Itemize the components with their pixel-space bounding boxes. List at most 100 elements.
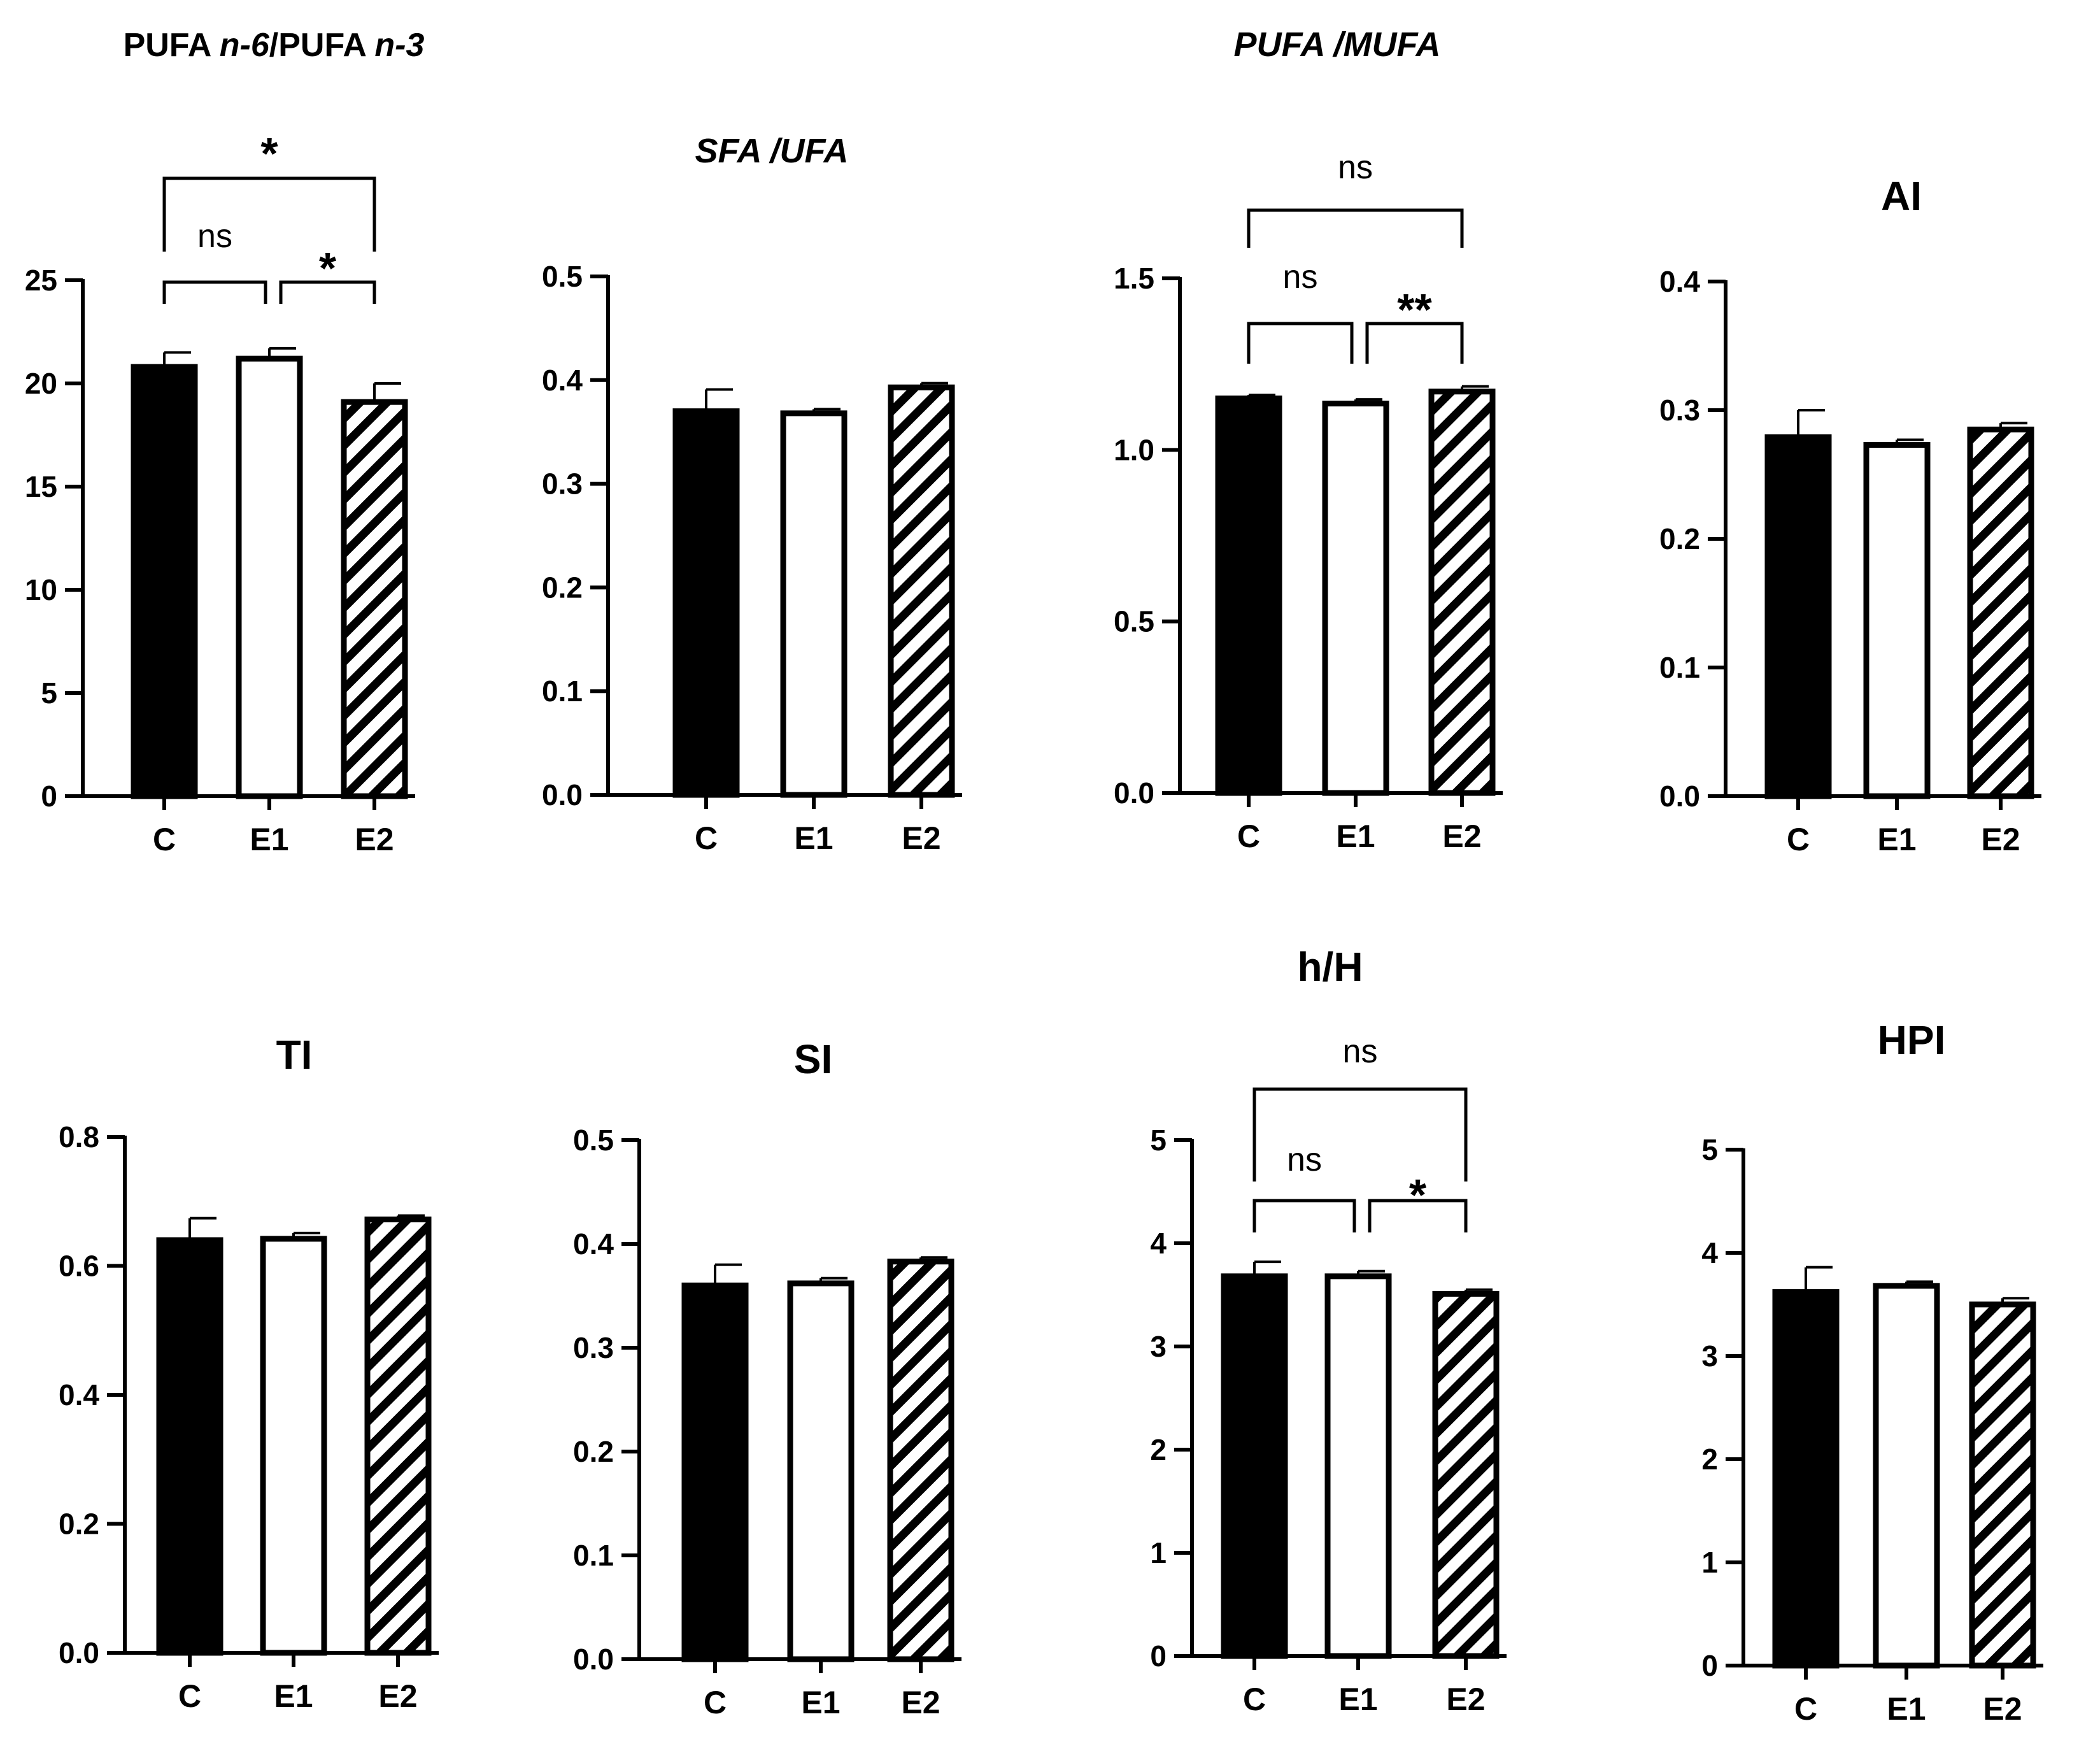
y-tick-label: 0.0 (1659, 780, 1700, 813)
significance-label: ns (1287, 1141, 1322, 1178)
y-tick-label: 0.4 (542, 364, 583, 397)
bar-e2 (1969, 1301, 2036, 1669)
y-tick-label: 0.3 (573, 1331, 614, 1364)
y-tick-label: 3 (1150, 1330, 1167, 1363)
y-tick-label: 5 (41, 676, 57, 710)
x-category-label: E1 (1336, 818, 1375, 854)
significance-label: * (1409, 1170, 1427, 1220)
y-tick-label: 5 (1701, 1133, 1718, 1166)
significance-label: ns (197, 218, 232, 255)
y-tick-label: 0.4 (573, 1227, 614, 1260)
y-tick-label: 1.5 (1114, 262, 1154, 295)
x-category-label: C (704, 1685, 727, 1720)
chart-panel-7: h/H 0 1 2 3 4 5 C E1 E2 ns * ns (1150, 944, 1507, 1717)
x-category-label: E1 (1887, 1691, 1926, 1727)
y-tick-label: 1 (1701, 1546, 1718, 1579)
title-segment: SI (794, 1036, 832, 1082)
significance-label: * (260, 129, 278, 178)
bar-e2 (888, 384, 955, 798)
y-tick-label: 0.8 (59, 1120, 99, 1153)
significance-bracket (1365, 322, 1464, 364)
y-tick-label: 20 (25, 367, 57, 400)
bar-c (1215, 396, 1282, 796)
y-tick-label: 25 (25, 264, 57, 297)
bar-c (156, 1237, 223, 1656)
x-category-label: E2 (355, 822, 394, 857)
y-tick-label: 0.5 (1114, 605, 1154, 638)
x-category-label: E1 (274, 1678, 313, 1714)
bar-e1 (1324, 1273, 1392, 1659)
y-tick-label: 0 (1150, 1639, 1167, 1673)
significance-label: ns (1283, 259, 1318, 296)
x-category-label: C (178, 1678, 201, 1714)
chart-title: TI (276, 1032, 313, 1078)
y-tick-label: 1 (1150, 1536, 1167, 1569)
bar-c (1764, 434, 1832, 799)
x-category-label: E2 (1442, 818, 1481, 854)
chart-panel-4: AI 0.0 0.1 0.2 0.3 0.4 C E1 E2 (1659, 173, 2041, 857)
title-segment: n-3 (374, 27, 424, 64)
chart-title: h/H (1297, 944, 1363, 990)
title-segment: PUFA (124, 27, 220, 64)
bar-c (672, 408, 740, 798)
bar-c (681, 1282, 749, 1662)
y-tick-label: 0.1 (542, 675, 583, 708)
title-segment: AI (1881, 173, 1922, 219)
significance-bracket (1252, 1199, 1356, 1232)
title-segment: HPI (1878, 1017, 1946, 1063)
y-tick-label: 5 (1150, 1124, 1167, 1157)
x-category-label: C (695, 820, 718, 856)
significance-label: ns (1343, 1033, 1378, 1070)
x-category-label: E2 (1981, 822, 2020, 857)
title-segment: h/H (1297, 944, 1363, 990)
chart-title: SI (794, 1036, 832, 1082)
significance-bracket (279, 280, 376, 304)
title-segment: n-6 (220, 27, 270, 64)
y-tick-label: 0.2 (573, 1435, 614, 1468)
bar-e1 (787, 1280, 855, 1662)
x-category-label: C (1787, 822, 1810, 857)
bar-c (1772, 1289, 1840, 1669)
x-category-label: C (1243, 1681, 1266, 1717)
bar-e1 (1873, 1283, 1940, 1669)
x-category-label: E2 (1983, 1691, 2022, 1727)
bar-e2 (341, 399, 408, 799)
x-category-label: E1 (250, 822, 288, 857)
y-tick-label: 0.3 (1659, 394, 1700, 427)
x-category-label: E2 (1446, 1681, 1485, 1717)
y-tick-label: 0.1 (1659, 651, 1700, 684)
bar-e1 (1322, 401, 1389, 796)
x-category-label: E1 (794, 820, 833, 856)
chart-title: PUFA n-6/PUFA n-3 (124, 27, 425, 64)
x-category-label: E1 (801, 1685, 840, 1720)
title-segment: /PUFA (269, 27, 375, 64)
significance-label: * (319, 243, 337, 293)
y-tick-label: 0 (41, 780, 57, 813)
x-category-label: C (1237, 818, 1260, 854)
significance-bracket (1252, 1087, 1468, 1181)
y-tick-label: 4 (1150, 1227, 1167, 1260)
chart-panel-5: TI 0.0 0.2 0.4 0.6 0.8 C E1 E2 (59, 1032, 439, 1714)
x-category-label: E2 (378, 1678, 417, 1714)
y-tick-label: 0.4 (1659, 265, 1700, 298)
bar-e2 (1967, 426, 2034, 799)
x-category-label: E1 (1877, 822, 1916, 857)
significance-bracket (1247, 208, 1464, 248)
chart-panel-2: SFA /UFA 0.0 0.1 0.2 0.3 0.4 0.5 C E1 E2 (542, 132, 962, 856)
y-tick-label: 15 (25, 470, 57, 503)
x-category-label: C (1794, 1691, 1817, 1727)
y-tick-label: 0.4 (59, 1378, 99, 1411)
chart-panel-3: PUFA /MUFA 0.0 0.5 1.0 1.5 C E1 E2 ns ** ns (1114, 25, 1503, 854)
chart-title: AI (1881, 173, 1922, 219)
y-tick-label: 1.0 (1114, 433, 1154, 466)
y-tick-label: 0.5 (573, 1124, 614, 1157)
title-segment: PUFA /MUFA (1233, 25, 1440, 64)
bar-e1 (780, 410, 848, 798)
y-tick-label: 0.6 (59, 1250, 99, 1283)
significance-bracket (162, 280, 267, 304)
bar-e1 (1863, 442, 1931, 799)
chart-panel-6: SI 0.0 0.1 0.2 0.3 0.4 0.5 C E1 E2 (573, 1036, 961, 1720)
chart-panel-1: PUFA n-6/PUFA n-3 0 5 10 15 20 25 C E1 E2 ns * * (25, 27, 425, 857)
significance-label: ns (1338, 149, 1373, 186)
